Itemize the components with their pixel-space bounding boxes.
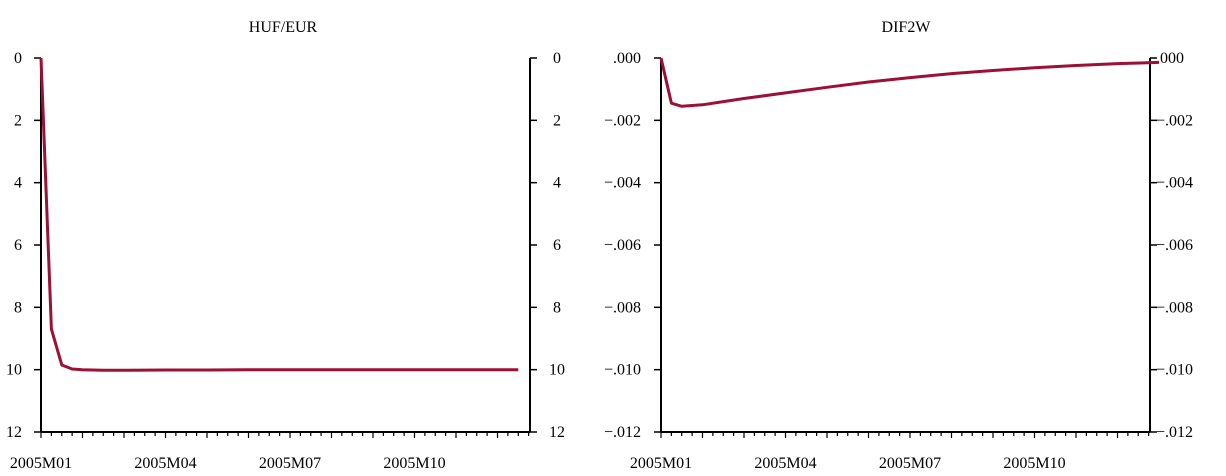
series-line <box>39 57 519 372</box>
x-tick-label: 2005M01 <box>630 455 692 472</box>
x-tick-label: 2005M04 <box>754 455 816 472</box>
x-tick-label: 2005M04 <box>134 455 196 472</box>
x-tick-label: 2005M01 <box>10 455 72 472</box>
chart-title: DIF2W <box>882 19 932 36</box>
x-tick-label: 2005M07 <box>879 455 941 472</box>
y-tick-label-left: 4 <box>14 175 22 192</box>
x-tick-label: 2005M10 <box>1003 455 1065 472</box>
y-tick-label-right: −.004 <box>1156 175 1193 192</box>
y-tick-label-right: 6 <box>553 237 561 254</box>
y-tick-label-right: −.008 <box>1156 299 1193 316</box>
y-tick-label-left: −.006 <box>604 237 641 254</box>
chart-panel-huf-eur: HUF/EUR 0 0 2 2 4 4 6 6 8 8 10 10 12 12 2005M01 2005M04… <box>6 19 565 472</box>
y-tick-label-left: −.012 <box>604 424 641 441</box>
y-tick-label-left: 6 <box>14 237 22 254</box>
y-tick-label-right: 2 <box>553 112 561 129</box>
y-tick-label-left: 12 <box>6 424 22 441</box>
y-tick-label-left: .000 <box>613 50 641 67</box>
x-tick-label: 2005M10 <box>383 455 445 472</box>
y-tick-label-right: −.006 <box>1156 237 1193 254</box>
y-tick-label-left: 10 <box>6 362 22 379</box>
y-tick-label-right: −.002 <box>1156 112 1193 129</box>
y-tick-label-right: 0 <box>553 50 561 67</box>
y-tick-label-right: −.012 <box>1156 424 1193 441</box>
y-tick-label-right: −.010 <box>1156 362 1193 379</box>
y-tick-label-left: 8 <box>14 299 22 316</box>
y-tick-label-right: .000 <box>1156 50 1184 67</box>
y-tick-label-left: −.004 <box>604 175 641 192</box>
y-tick-label-right: 4 <box>553 175 561 192</box>
y-tick-label-left: −.008 <box>604 299 641 316</box>
y-tick-label-right: 10 <box>549 362 565 379</box>
y-tick-label-left: −.002 <box>604 112 641 129</box>
y-tick-label-right: 12 <box>549 424 565 441</box>
series-line <box>659 57 1160 108</box>
chart-title: HUF/EUR <box>249 19 318 36</box>
y-tick-label-left: 2 <box>14 112 22 129</box>
y-tick-label-right: 8 <box>553 299 561 316</box>
y-tick-label-left: −.010 <box>604 362 641 379</box>
y-tick-label-left: 0 <box>14 50 22 67</box>
x-tick-label: 2005M07 <box>259 455 321 472</box>
chart-panel-dif2w: DIF2W .000 .000 −.002 −.002 −.004 −.004 −.006 −… <box>604 19 1193 472</box>
